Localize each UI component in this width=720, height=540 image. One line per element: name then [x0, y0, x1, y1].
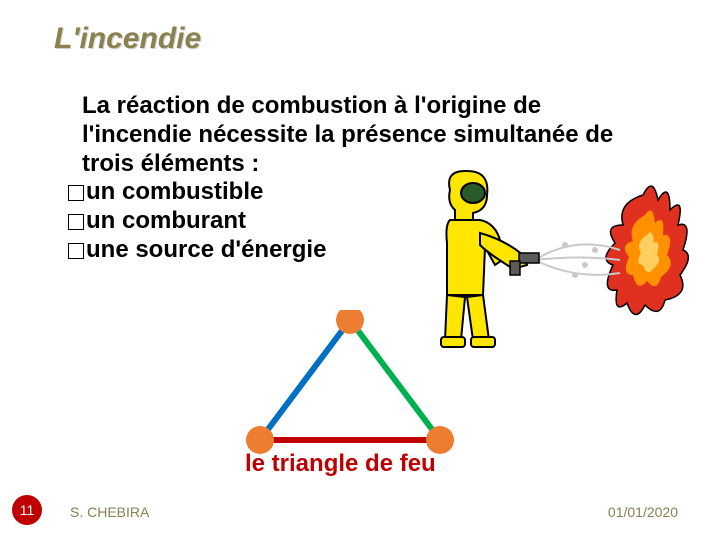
slide-number-badge: 11 [12, 495, 42, 525]
fire-triangle-diagram [240, 310, 460, 460]
checkbox-icon [68, 243, 84, 259]
bullet-text: un comburant [86, 207, 246, 236]
triangle-edge-left [260, 320, 350, 440]
checkbox-icon [68, 214, 84, 230]
author-label: S. CHEBIRA [70, 504, 149, 520]
triangle-caption: le triangle de feu [245, 450, 436, 478]
bullet-text: un combustible [86, 178, 263, 207]
date-label: 01/01/2020 [608, 504, 678, 520]
slide-title: L'incendie [54, 22, 201, 56]
checkbox-icon [68, 185, 84, 201]
bullet-text: une source d'énergie [86, 236, 326, 265]
triangle-edge-right [350, 320, 440, 440]
